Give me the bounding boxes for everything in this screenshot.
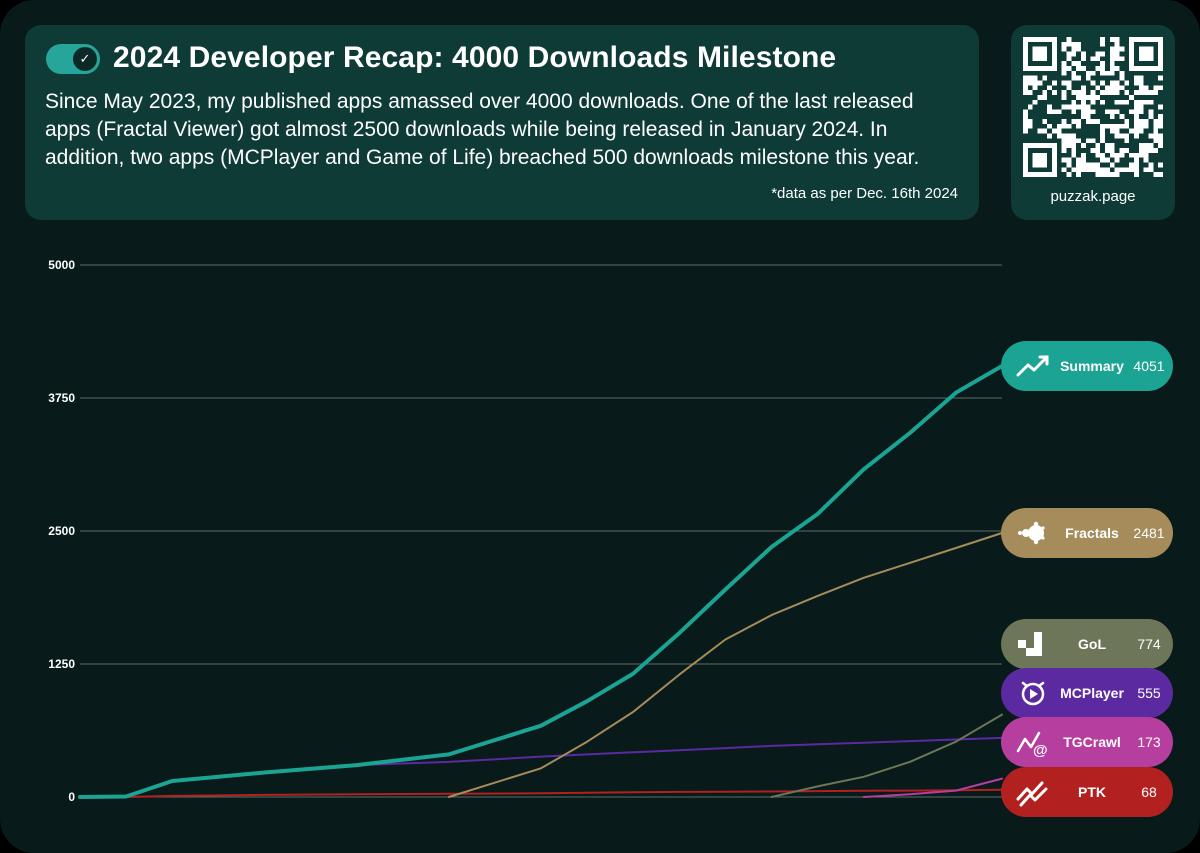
legend-series-value: 4051: [1133, 358, 1165, 374]
qr-label: puzzak.page: [1050, 188, 1136, 205]
trending-up-icon: [1016, 355, 1049, 377]
svg-text:@: @: [1033, 742, 1048, 757]
legend-pill-summary[interactable]: Summary 4051: [1001, 341, 1173, 391]
qr-code-icon: [1023, 37, 1163, 177]
legend-pill-fractals[interactable]: Fractals 2481: [1001, 508, 1173, 558]
legend-series-value: 2481: [1133, 525, 1165, 541]
legend-series-name: PTK: [1078, 784, 1106, 800]
legend-pill-tgcrawl[interactable]: @ TGCrawl 173: [1001, 717, 1173, 767]
y-tick-label: 2500: [48, 524, 75, 538]
mandelbrot-icon: [1018, 521, 1045, 545]
legend-pill-gol[interactable]: GoL 774: [1001, 619, 1173, 669]
series-line-summary: [78, 364, 1004, 799]
legend-series-value: 555: [1137, 685, 1161, 701]
legend-series-value: 173: [1137, 734, 1161, 750]
crawl-icon: @: [1016, 731, 1048, 757]
y-tick-label: 1250: [48, 657, 75, 671]
y-tick-label: 5000: [48, 258, 75, 272]
legend-series-name: GoL: [1078, 636, 1106, 652]
downloads-line-chart: 0 1250 2500 3750 5000: [48, 258, 1004, 804]
y-tick-label: 3750: [48, 391, 75, 405]
legend-series-name: TGCrawl: [1063, 734, 1121, 750]
glider-icon: [1018, 632, 1042, 656]
toggle-switch[interactable]: ✓: [46, 44, 100, 74]
series-line-tgcrawl: [862, 777, 1003, 798]
player-icon: [1021, 681, 1045, 706]
legend-series-value: 774: [1137, 636, 1161, 652]
series-line-gol: [770, 713, 1003, 798]
checkmark-toggle-icon: ✓: [73, 47, 97, 71]
ptk-icon: [1016, 781, 1048, 807]
legend-series-name: Fractals: [1065, 525, 1119, 541]
description: Since May 2023, my published apps amasse…: [45, 90, 920, 169]
data-footnote: *data as per Dec. 16th 2024: [771, 185, 958, 202]
series-line-fractals: [447, 532, 1003, 798]
qr-card[interactable]: puzzak.page: [1011, 25, 1175, 220]
page-title: 2024 Developer Recap: 4000 Downloads Mil…: [113, 41, 837, 74]
legend-series-name: MCPlayer: [1060, 685, 1124, 701]
header-card: ✓ 2024 Developer Recap: 4000 Downloads M…: [25, 25, 979, 220]
legend-series-value: 68: [1141, 784, 1157, 800]
legend-pill-ptk[interactable]: PTK 68: [1001, 767, 1173, 817]
series-line-ptk: [79, 788, 1003, 798]
legend-pill-mcplayer[interactable]: MCPlayer 555: [1001, 668, 1173, 718]
legend-series-name: Summary: [1060, 358, 1124, 374]
y-tick-label: 0: [68, 790, 75, 804]
